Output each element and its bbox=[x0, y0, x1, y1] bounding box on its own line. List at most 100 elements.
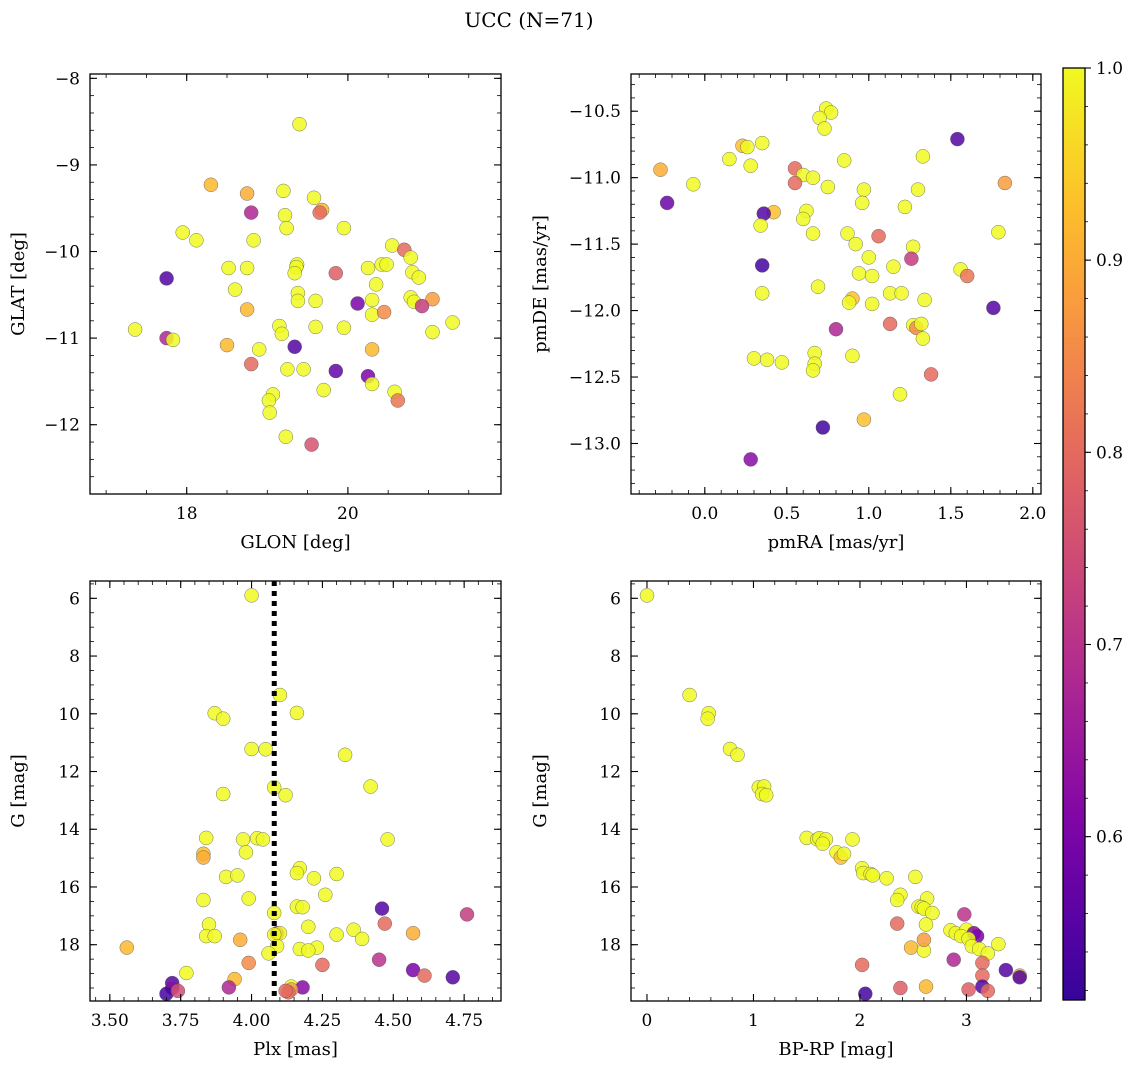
x-tick-label: 2.0 bbox=[1019, 504, 1046, 524]
x-axis-label: GLON [deg] bbox=[240, 532, 350, 553]
x-axis-label: BP-RP [mag] bbox=[778, 1039, 893, 1060]
scatter-point bbox=[425, 324, 440, 340]
scatter-point bbox=[235, 832, 251, 847]
scatter-point bbox=[755, 286, 770, 301]
scatter-point bbox=[851, 266, 867, 281]
scatter-point bbox=[897, 199, 913, 215]
scatter-point bbox=[861, 250, 876, 265]
scatter-point bbox=[991, 224, 1006, 240]
y-tick-label: −9 bbox=[55, 156, 80, 176]
scatter-point bbox=[262, 405, 277, 420]
scatter-point bbox=[904, 251, 919, 266]
y-tick-label: −10.5 bbox=[569, 102, 621, 122]
scatter-point bbox=[279, 220, 294, 236]
scatter-point bbox=[380, 832, 395, 847]
scatter-point bbox=[639, 588, 655, 603]
scatter-point bbox=[246, 233, 261, 248]
scatter-point bbox=[295, 900, 310, 915]
scatter-point bbox=[278, 983, 293, 999]
scatter-point bbox=[915, 331, 931, 346]
scatter-point bbox=[916, 932, 932, 947]
scatter-point bbox=[304, 437, 319, 452]
y-tick-label: −11.0 bbox=[569, 169, 621, 189]
scatter-point bbox=[278, 429, 293, 444]
scatter-point bbox=[385, 238, 400, 253]
scatter-points bbox=[119, 588, 475, 1001]
scatter-point bbox=[127, 322, 143, 337]
scatter-point bbox=[759, 788, 774, 803]
colorbar-gradient bbox=[1062, 67, 1086, 1001]
scatter-point bbox=[425, 292, 440, 307]
scatter-point bbox=[350, 296, 365, 311]
scatter-point bbox=[774, 355, 790, 370]
scatter-point bbox=[405, 926, 421, 941]
scatter-point bbox=[722, 151, 737, 167]
scatter-point bbox=[815, 420, 831, 435]
scatter-point bbox=[360, 260, 376, 276]
scatter-point bbox=[301, 919, 316, 934]
y-tick-label: 6 bbox=[610, 589, 621, 609]
scatter-point bbox=[318, 887, 333, 902]
scatter-point bbox=[189, 233, 204, 248]
scatter-point bbox=[1012, 970, 1027, 985]
scatter-point bbox=[840, 226, 855, 241]
scatter-point bbox=[805, 170, 821, 185]
panel-pmra-pmde: 0.0 0.5 1.0 1.5 2.0 −13.0 −12.5 −12.0 −11.5 −11.0… bbox=[530, 73, 1046, 553]
scatter-point bbox=[923, 367, 939, 382]
scatter-point bbox=[119, 940, 135, 955]
scatter-point bbox=[837, 153, 852, 168]
scatter-point bbox=[239, 260, 255, 276]
scatter-point bbox=[417, 968, 432, 983]
scatter-point bbox=[730, 747, 745, 762]
scatter-point bbox=[403, 250, 418, 265]
scatter-point bbox=[239, 186, 255, 201]
scatter-point bbox=[755, 258, 770, 273]
scatter-point bbox=[227, 282, 243, 297]
scatter-point bbox=[946, 952, 961, 967]
y-tick-label: 18 bbox=[599, 936, 621, 956]
scatter-point bbox=[252, 342, 267, 357]
plot-frame bbox=[89, 580, 502, 1002]
y-tick-label: 14 bbox=[58, 820, 80, 840]
scatter-point bbox=[980, 983, 995, 999]
scatter-point bbox=[390, 393, 405, 408]
y-tick-label: 14 bbox=[599, 820, 621, 840]
x-axis-label: Plx [mas] bbox=[253, 1039, 338, 1060]
scatter-points bbox=[127, 116, 460, 452]
scatter-point bbox=[759, 352, 775, 367]
scatter-point bbox=[805, 226, 821, 241]
scatter-point bbox=[740, 139, 755, 155]
scatter-point bbox=[879, 871, 894, 886]
scatter-point bbox=[175, 225, 190, 240]
scatter-point bbox=[845, 832, 860, 847]
scatter-point bbox=[278, 788, 293, 803]
scatter-point bbox=[411, 270, 426, 285]
x-tick-label: 3.50 bbox=[91, 1011, 129, 1031]
scatter-point bbox=[255, 832, 271, 847]
x-tick-label: 4.00 bbox=[233, 1011, 271, 1031]
x-tick-label: 0.5 bbox=[773, 504, 800, 524]
y-tick-label: 6 bbox=[69, 589, 80, 609]
y-tick-label: −12.0 bbox=[569, 302, 621, 322]
scatter-point bbox=[856, 412, 872, 427]
scatter-point bbox=[653, 162, 668, 177]
scatter-point bbox=[363, 779, 378, 794]
scatter-point bbox=[925, 905, 940, 921]
scatter-point bbox=[894, 286, 909, 301]
x-tick-label: 2 bbox=[855, 1011, 866, 1031]
y-tick-label: −13.0 bbox=[569, 434, 621, 454]
colorbar-tick-label: 0.8 bbox=[1096, 443, 1123, 463]
scatter-point bbox=[855, 195, 870, 211]
scatter-point bbox=[241, 955, 256, 971]
scatter-point bbox=[328, 363, 343, 379]
figure-title: UCC (N=71) bbox=[464, 8, 593, 32]
colorbar-tick-label: 0.7 bbox=[1096, 635, 1123, 655]
scatter-point bbox=[306, 871, 322, 886]
y-tick-label: 16 bbox=[599, 878, 621, 898]
scatter-point bbox=[686, 177, 701, 192]
scatter-point bbox=[864, 296, 880, 312]
scatter-point bbox=[276, 183, 291, 199]
scatter-point bbox=[364, 292, 380, 308]
